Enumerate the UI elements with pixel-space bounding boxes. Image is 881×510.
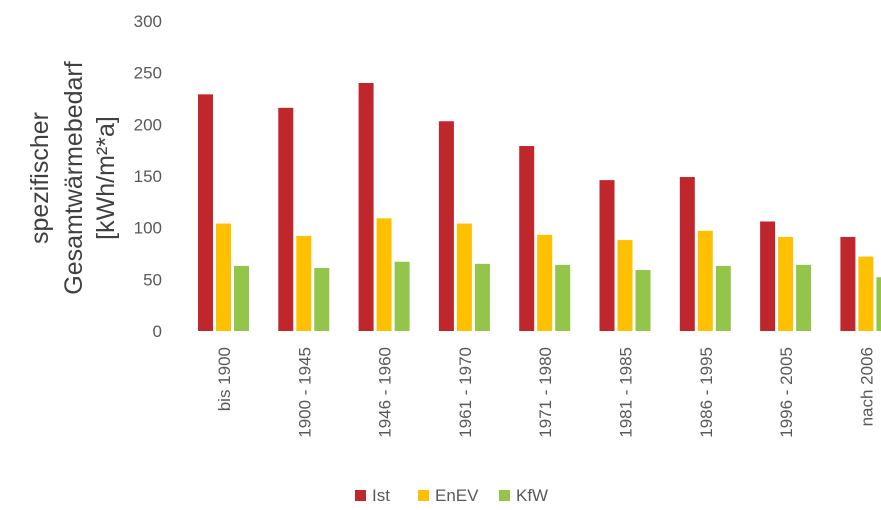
- x-tick-label: 1900 - 1945: [295, 347, 314, 438]
- y-axis-title: spezifischer Gesamtwärmebedarf [kWh/m²*a]: [26, 61, 120, 294]
- bar-kfw: [796, 264, 812, 331]
- bar-enev: [456, 223, 472, 331]
- y-tick-label: 0: [153, 322, 162, 341]
- y-tick-label: 150: [134, 167, 162, 186]
- bars: [198, 83, 881, 331]
- bar-enev: [778, 236, 794, 331]
- bar-enev: [376, 218, 392, 331]
- x-axis-labels: bis 1900 1900 - 1945 1946 - 1960 1961 - 197…: [215, 347, 876, 438]
- y-tick-label: 50: [143, 270, 162, 289]
- bar-ist: [358, 83, 374, 331]
- bar-enev: [858, 256, 874, 331]
- bar-ist: [198, 94, 213, 331]
- x-tick-label: bis 1900: [215, 347, 234, 411]
- bar-ist: [519, 146, 535, 331]
- y-axis-title-line: spezifischer: [26, 112, 54, 244]
- bar-ist: [840, 236, 856, 331]
- bar-enev: [216, 223, 231, 331]
- bar-ist: [278, 107, 294, 331]
- bar-ist: [599, 180, 615, 331]
- bar-ist: [438, 121, 454, 331]
- y-axis-title-line: [kWh/m²*a]: [92, 116, 120, 240]
- bar-kfw: [876, 277, 881, 331]
- legend-swatch: [355, 490, 366, 501]
- bar-kfw: [555, 264, 571, 331]
- bar-enev: [617, 240, 633, 331]
- legend: Ist EnEV KfW: [355, 486, 548, 505]
- y-tick-label: 300: [134, 12, 162, 31]
- legend-label: EnEV: [435, 486, 479, 505]
- bar-enev: [697, 230, 713, 331]
- bar-kfw: [394, 261, 410, 331]
- legend-swatch: [499, 490, 510, 501]
- x-tick-label: 1971 - 1980: [536, 347, 555, 438]
- bar-enev: [537, 234, 553, 331]
- bar-kfw: [635, 270, 651, 331]
- x-tick-label: nach 2006: [857, 347, 876, 426]
- y-axis-ticks: 0 50 100 150 200 250 300: [134, 12, 162, 341]
- legend-swatch: [418, 490, 429, 501]
- legend-label: Ist: [372, 486, 390, 505]
- bar-ist: [760, 221, 776, 331]
- x-tick-label: 1946 - 1960: [376, 347, 395, 438]
- legend-label: KfW: [516, 486, 548, 505]
- bar-kfw: [314, 267, 330, 331]
- y-tick-label: 200: [134, 115, 162, 134]
- x-tick-label: 1981 - 1985: [616, 347, 635, 438]
- bar-kfw: [474, 263, 490, 331]
- y-tick-label: 250: [134, 64, 162, 83]
- bar-kfw: [715, 265, 731, 331]
- x-tick-label: 1961 - 1970: [456, 347, 475, 438]
- x-tick-label: 1996 - 2005: [777, 347, 796, 438]
- bar-kfw: [234, 265, 249, 331]
- x-tick-label: 1986 - 1995: [697, 347, 716, 438]
- bar-enev: [296, 235, 312, 331]
- y-axis-title-line: Gesamtwärmebedarf: [60, 61, 88, 294]
- bar-ist: [679, 177, 695, 331]
- y-tick-label: 100: [134, 219, 162, 238]
